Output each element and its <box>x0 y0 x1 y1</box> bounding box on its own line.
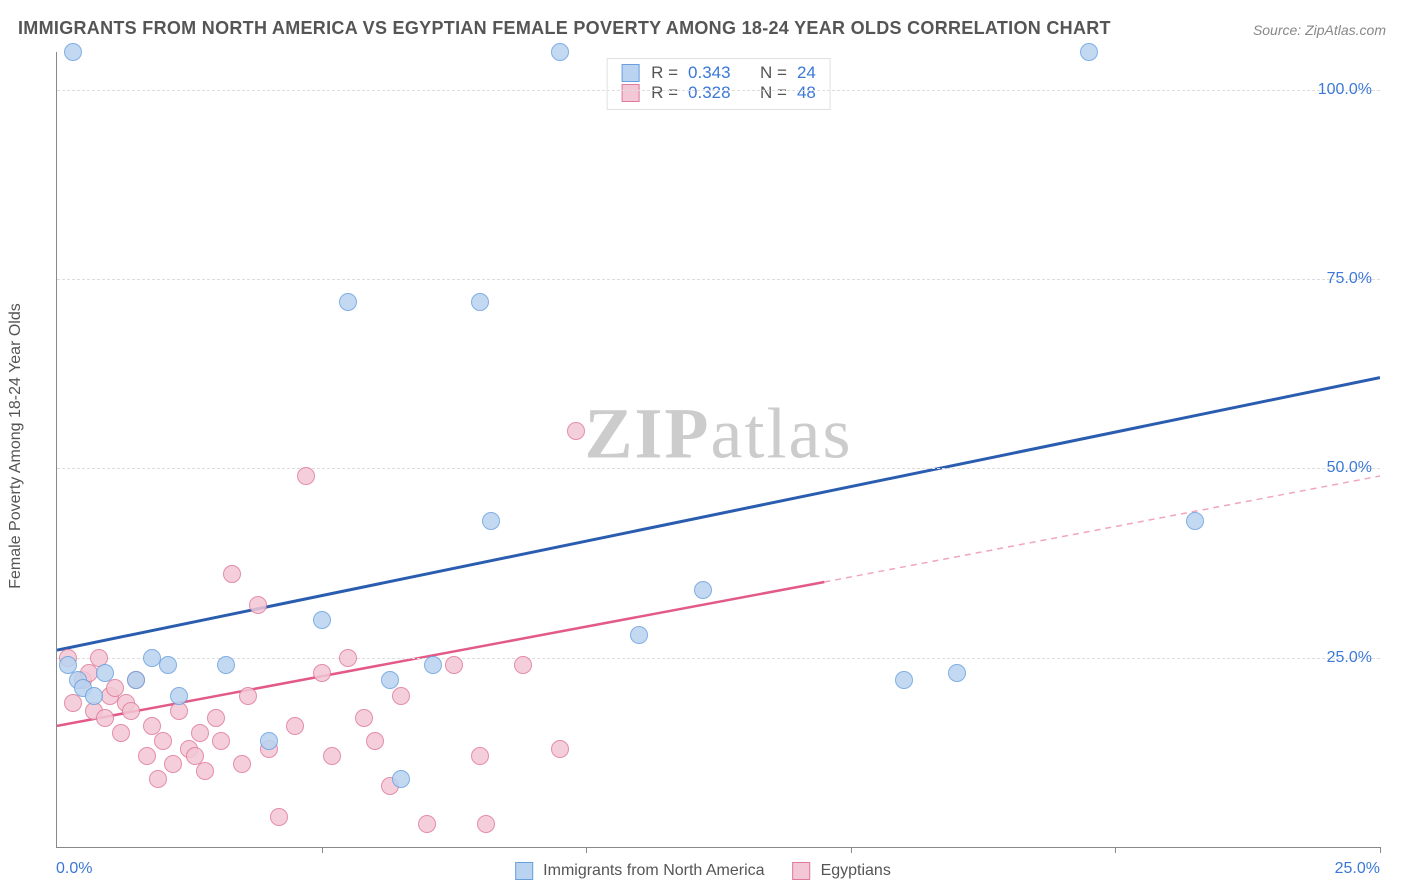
data-point-na <box>424 656 442 674</box>
swatch-na-icon <box>515 862 533 880</box>
data-point-na <box>551 43 569 61</box>
data-point-na <box>482 512 500 530</box>
data-point-na <box>96 664 114 682</box>
data-point-eg <box>339 649 357 667</box>
data-point-eg <box>445 656 463 674</box>
data-point-na <box>948 664 966 682</box>
data-point-na <box>1080 43 1098 61</box>
data-point-na <box>260 732 278 750</box>
x-max-label: 25.0% <box>1335 860 1380 878</box>
data-point-eg <box>355 709 373 727</box>
data-point-eg <box>164 755 182 773</box>
data-point-na <box>471 293 489 311</box>
x-tick-mark <box>586 847 587 853</box>
data-point-eg <box>154 732 172 750</box>
data-point-na <box>630 626 648 644</box>
y-axis-label: Female Poverty Among 18-24 Year Olds <box>7 303 25 589</box>
legend-stats-row: R = 0.343 N = 24 <box>621 63 816 83</box>
data-point-eg <box>96 709 114 727</box>
n-value-na: 24 <box>797 63 816 83</box>
x-tick-mark <box>1380 847 1381 853</box>
data-point-eg <box>477 815 495 833</box>
data-point-eg <box>191 724 209 742</box>
data-point-na <box>392 770 410 788</box>
legend-stats: R = 0.343 N = 24 R = 0.328 N = 48 <box>606 58 831 110</box>
data-point-eg <box>392 687 410 705</box>
data-point-na <box>895 671 913 689</box>
correlation-chart: IMMIGRANTS FROM NORTH AMERICA VS EGYPTIA… <box>0 0 1406 892</box>
data-point-eg <box>567 422 585 440</box>
data-point-eg <box>64 694 82 712</box>
data-point-na <box>694 581 712 599</box>
y-tick-label: 100.0% <box>1318 81 1372 99</box>
data-point-eg <box>249 596 267 614</box>
gridline <box>57 279 1380 280</box>
legend-label: Egyptians <box>821 862 891 880</box>
data-point-eg <box>112 724 130 742</box>
data-point-na <box>85 687 103 705</box>
legend-stats-row: R = 0.328 N = 48 <box>621 83 816 103</box>
data-point-eg <box>323 747 341 765</box>
data-point-eg <box>270 808 288 826</box>
data-point-na <box>217 656 235 674</box>
data-point-eg <box>122 702 140 720</box>
data-point-eg <box>149 770 167 788</box>
legend-series: Immigrants from North America Egyptians <box>515 862 891 880</box>
y-tick-label: 25.0% <box>1327 649 1372 667</box>
gridline <box>57 90 1380 91</box>
swatch-eg-icon <box>621 84 639 102</box>
data-point-eg <box>471 747 489 765</box>
y-tick-label: 75.0% <box>1327 270 1372 288</box>
data-point-na <box>339 293 357 311</box>
chart-title: IMMIGRANTS FROM NORTH AMERICA VS EGYPTIA… <box>18 18 1111 39</box>
n-value-eg: 48 <box>797 83 816 103</box>
data-point-eg <box>138 747 156 765</box>
data-point-eg <box>196 762 214 780</box>
data-point-eg <box>366 732 384 750</box>
data-point-eg <box>233 755 251 773</box>
data-point-na <box>127 671 145 689</box>
plot-area: ZIPatlas R = 0.343 N = 24 R = 0.328 N = … <box>56 52 1380 848</box>
data-point-eg <box>223 565 241 583</box>
data-point-na <box>313 611 331 629</box>
data-point-eg <box>551 740 569 758</box>
data-point-eg <box>239 687 257 705</box>
data-point-na <box>381 671 399 689</box>
swatch-eg-icon <box>793 862 811 880</box>
x-tick-mark <box>1115 847 1116 853</box>
data-point-eg <box>418 815 436 833</box>
data-point-eg <box>514 656 532 674</box>
r-value-na: 0.343 <box>688 63 731 83</box>
data-point-eg <box>207 709 225 727</box>
data-point-eg <box>297 467 315 485</box>
data-point-na <box>1186 512 1204 530</box>
trendlines <box>57 52 1380 847</box>
data-point-eg <box>313 664 331 682</box>
watermark: ZIPatlas <box>585 392 853 475</box>
source-attribution: Source: ZipAtlas.com <box>1253 22 1386 38</box>
data-point-eg <box>212 732 230 750</box>
y-tick-label: 50.0% <box>1327 459 1372 477</box>
data-point-eg <box>286 717 304 735</box>
x-tick-mark <box>322 847 323 853</box>
legend-item-eg: Egyptians <box>793 862 891 880</box>
gridline <box>57 658 1380 659</box>
data-point-na <box>64 43 82 61</box>
legend-label: Immigrants from North America <box>543 862 764 880</box>
legend-item-na: Immigrants from North America <box>515 862 764 880</box>
x-origin-label: 0.0% <box>56 860 92 878</box>
r-value-eg: 0.328 <box>688 83 731 103</box>
x-tick-mark <box>851 847 852 853</box>
data-point-na <box>159 656 177 674</box>
swatch-na-icon <box>621 64 639 82</box>
data-point-na <box>170 687 188 705</box>
gridline <box>57 468 1380 469</box>
